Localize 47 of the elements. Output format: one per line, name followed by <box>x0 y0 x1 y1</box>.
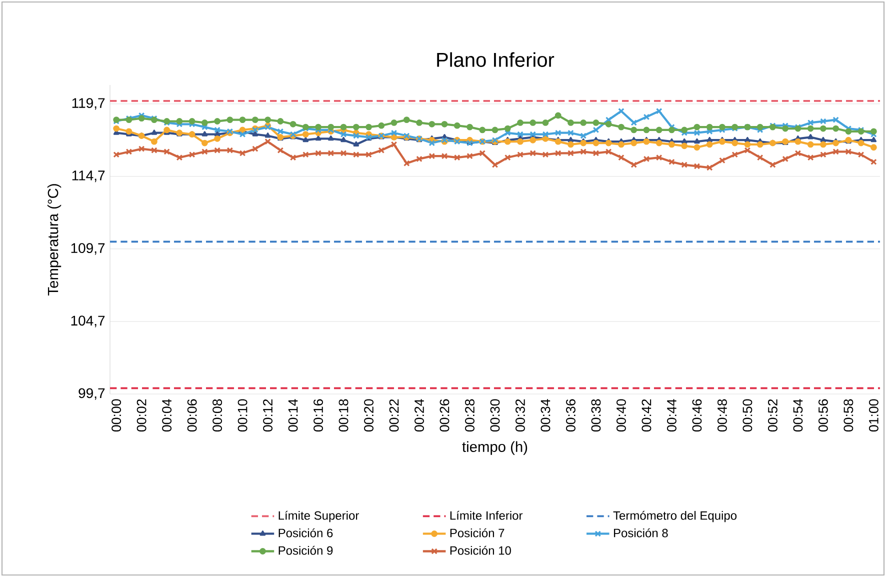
legend-label: Posición 7 <box>450 528 504 538</box>
x-tick-label: 00:38 <box>591 399 601 432</box>
x-tick-label: 00:52 <box>768 399 778 432</box>
x-tick-label: 00:12 <box>263 399 273 432</box>
x-tick-label: 00:32 <box>516 399 525 432</box>
x-tick-label: 00:50 <box>742 399 752 432</box>
x-tick-label: 00:14 <box>288 399 298 432</box>
y-tick-label: 119,7 <box>72 98 105 110</box>
x-tick-label: 00:02 <box>136 399 146 432</box>
legend-label: Termómetro del Equipo <box>613 510 737 522</box>
x-tick-label: 00:08 <box>212 399 222 432</box>
x-tick-label: 00:46 <box>692 399 702 432</box>
x-tick-label: 00:42 <box>642 399 652 432</box>
x-tick-label: 00:00 <box>112 399 122 432</box>
x-tick-label: 00:24 <box>414 399 424 432</box>
x-tick-label: 00:54 <box>793 399 803 432</box>
y-tick-label: 109,7 <box>71 243 105 255</box>
x-tick-label: 00:34 <box>540 399 550 432</box>
x-tick-label: 00:28 <box>465 399 474 432</box>
legend-label: Límite Superior <box>278 510 359 522</box>
x-tick-label: 00:20 <box>364 399 374 432</box>
x-tick-label: 00:36 <box>566 399 576 432</box>
y-tick-label: 104,7 <box>71 316 105 328</box>
y-tick-label: 114,7 <box>72 170 105 182</box>
x-tick-label: 00:10 <box>238 399 248 432</box>
x-tick-label: 00:18 <box>338 399 348 432</box>
x-tick-label: 00:04 <box>162 399 172 432</box>
x-tick-label: 00:16 <box>314 399 323 432</box>
x-tick-label: 00:22 <box>389 399 399 432</box>
x-tick-label: 00:44 <box>667 399 676 432</box>
legend-label: Límite Inferior <box>450 510 523 520</box>
chart-title: Plano Inferior <box>437 52 554 67</box>
legend-label: Posición 6 <box>278 528 333 538</box>
x-axis-title: tiempo (h) <box>462 441 528 455</box>
x-tick-label: 00:58 <box>844 399 854 432</box>
x-tick-label: 00:06 <box>187 399 197 432</box>
x-tick-label: 00:56 <box>818 399 828 432</box>
x-tick-label: 00:30 <box>490 399 500 432</box>
x-tick-label: 00:26 <box>440 399 450 432</box>
x-tick-label: 01:00 <box>868 399 878 432</box>
x-tick-label: 00:48 <box>717 399 727 432</box>
y-axis-title: Temperatura (°C) <box>47 184 62 296</box>
y-tick-label: 99,7 <box>78 388 105 400</box>
legend-label: Posición 10 <box>450 546 511 555</box>
legend-label: Posición 9 <box>278 546 333 555</box>
legend-label: Posición 8 <box>614 528 668 538</box>
x-tick-label: 00:40 <box>616 399 626 432</box>
